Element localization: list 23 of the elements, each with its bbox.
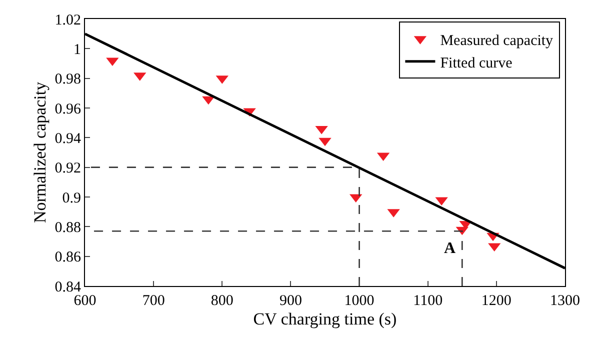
x-tick-label: 900: [279, 293, 302, 309]
x-tick-label: 800: [210, 293, 234, 309]
y-tick-label: 0.84: [54, 279, 82, 296]
y-tick-label: 0.96: [54, 101, 82, 118]
y-tick-label: 0.9: [62, 190, 81, 206]
x-tick-label: 700: [142, 293, 165, 309]
y-tick-label: 0.88: [54, 220, 81, 236]
y-tick-label: 0.94: [54, 130, 82, 147]
y-tick-label: 0.92: [54, 160, 81, 177]
legend-label: Measured capacity: [440, 32, 554, 49]
y-tick-label: 0.98: [54, 72, 81, 88]
annotation: A: [444, 240, 456, 257]
x-tick-label: 600: [74, 293, 96, 309]
x-tick-label: 1300: [550, 293, 580, 309]
x-axis-title: CV charging time (s): [253, 309, 397, 328]
x-tick-label: 1100: [413, 293, 443, 309]
x-tick-label: 1200: [481, 293, 512, 309]
y-tick-label: 0.86: [54, 250, 82, 266]
y-tick-label: 1.02: [54, 12, 81, 28]
legend-label: Fitted curve: [440, 55, 513, 72]
x-tick-label: 1000: [344, 293, 374, 309]
y-tick-label: 1: [74, 42, 81, 58]
y-axis-title: Normalized capacity: [30, 81, 50, 224]
